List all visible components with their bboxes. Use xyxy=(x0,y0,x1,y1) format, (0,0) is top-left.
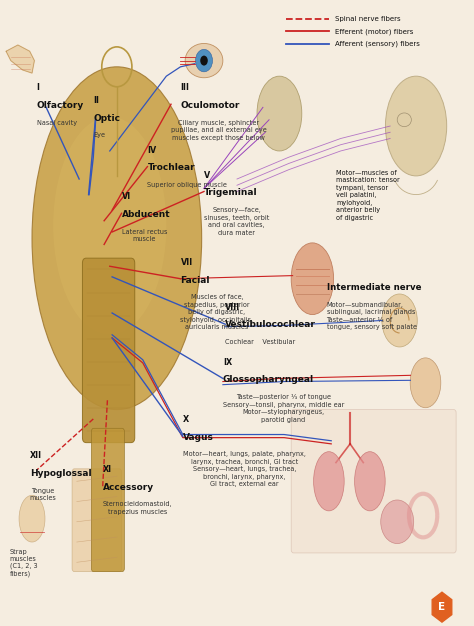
Ellipse shape xyxy=(53,116,166,335)
Text: Eye: Eye xyxy=(93,132,105,138)
Text: Nasal cavity: Nasal cavity xyxy=(36,120,77,126)
Text: XI: XI xyxy=(103,464,112,474)
Text: III: III xyxy=(181,83,190,93)
Ellipse shape xyxy=(257,76,302,151)
Text: Olfactory: Olfactory xyxy=(36,101,84,110)
Text: E: E xyxy=(438,602,446,612)
Text: XII: XII xyxy=(30,451,42,460)
Text: IX: IX xyxy=(223,357,232,367)
Ellipse shape xyxy=(410,358,441,408)
Text: Motor—muscles of
mastication: tensor
tympani, tensor
veli palatini,
mylohyoid,
a: Motor—muscles of mastication: tensor tym… xyxy=(336,170,400,220)
Text: Hypoglossal: Hypoglossal xyxy=(30,469,91,478)
FancyBboxPatch shape xyxy=(72,469,121,572)
Text: Taste—posterior ⅓ of tongue
Sensory—tonsil, pharynx, middle ear
Motor—stylophary: Taste—posterior ⅓ of tongue Sensory—tons… xyxy=(223,394,344,423)
Text: Strap
muscles
(C1, 2, 3
fibers): Strap muscles (C1, 2, 3 fibers) xyxy=(10,548,37,577)
Text: Superior oblique muscle: Superior oblique muscle xyxy=(147,182,228,188)
Text: Motor—heart, lungs, palate, pharynx,
larynx, trachea, bronchi, GI tract
Sensory—: Motor—heart, lungs, palate, pharynx, lar… xyxy=(183,451,306,488)
Text: Afferent (sensory) fibers: Afferent (sensory) fibers xyxy=(335,41,419,47)
Text: Ciliary muscle, sphincter
pupillae, and all external eye
muscles except those be: Ciliary muscle, sphincter pupillae, and … xyxy=(171,120,267,141)
Text: Sensory—face,
sinuses, teeth, orbit
and oral cavities,
dura mater: Sensory—face, sinuses, teeth, orbit and … xyxy=(204,207,269,235)
Text: Motor—submandibular,
sublingual, lacrimal glands
Taste—anterior ⅓ of
tongue, sen: Motor—submandibular, sublingual, lacrima… xyxy=(327,302,417,331)
Text: Vagus: Vagus xyxy=(183,433,214,442)
Text: Tongue
muscles: Tongue muscles xyxy=(30,488,56,501)
Text: IV: IV xyxy=(147,146,157,155)
Polygon shape xyxy=(6,45,35,73)
Text: Accessory: Accessory xyxy=(103,483,154,491)
Text: I: I xyxy=(36,83,40,93)
Text: VIII: VIII xyxy=(225,303,240,312)
Text: Cochlear    Vestibular: Cochlear Vestibular xyxy=(225,339,295,345)
Ellipse shape xyxy=(355,452,385,511)
Ellipse shape xyxy=(314,452,344,511)
Text: Intermediate nerve: Intermediate nerve xyxy=(327,283,421,292)
Text: V: V xyxy=(204,171,210,180)
Ellipse shape xyxy=(291,243,334,314)
Ellipse shape xyxy=(19,495,45,542)
Text: Vestibulocochlear: Vestibulocochlear xyxy=(225,321,316,329)
Text: II: II xyxy=(93,96,99,105)
Text: VI: VI xyxy=(121,192,131,202)
Text: X: X xyxy=(183,415,189,424)
Text: Trochlear: Trochlear xyxy=(147,163,195,172)
FancyBboxPatch shape xyxy=(82,258,135,443)
Ellipse shape xyxy=(185,43,223,78)
Ellipse shape xyxy=(32,67,201,409)
Circle shape xyxy=(196,49,212,72)
Text: Sternocleidomastoid,
trapezius muscles: Sternocleidomastoid, trapezius muscles xyxy=(103,501,173,515)
Text: Lateral rectus
muscle: Lateral rectus muscle xyxy=(121,229,167,242)
Text: Muscles of face,
stapedius, posterior
belly of digastric,
stylohyoid, occipitali: Muscles of face, stapedius, posterior be… xyxy=(181,294,254,331)
FancyBboxPatch shape xyxy=(291,409,456,553)
Text: Abducent: Abducent xyxy=(121,210,170,219)
Text: Spinal nerve fibers: Spinal nerve fibers xyxy=(335,16,400,22)
Text: Glossopharyngeal: Glossopharyngeal xyxy=(223,376,314,384)
Text: Trigeminal: Trigeminal xyxy=(204,188,258,197)
Text: Efferent (motor) fibers: Efferent (motor) fibers xyxy=(335,28,413,34)
Circle shape xyxy=(200,56,208,66)
Text: Facial: Facial xyxy=(181,275,210,285)
Polygon shape xyxy=(432,592,452,622)
Text: VII: VII xyxy=(181,258,193,267)
FancyBboxPatch shape xyxy=(91,428,124,572)
Ellipse shape xyxy=(382,294,417,347)
Text: Optic: Optic xyxy=(93,113,120,123)
Text: Oculomotor: Oculomotor xyxy=(181,101,240,110)
Ellipse shape xyxy=(381,500,414,543)
Ellipse shape xyxy=(385,76,447,176)
